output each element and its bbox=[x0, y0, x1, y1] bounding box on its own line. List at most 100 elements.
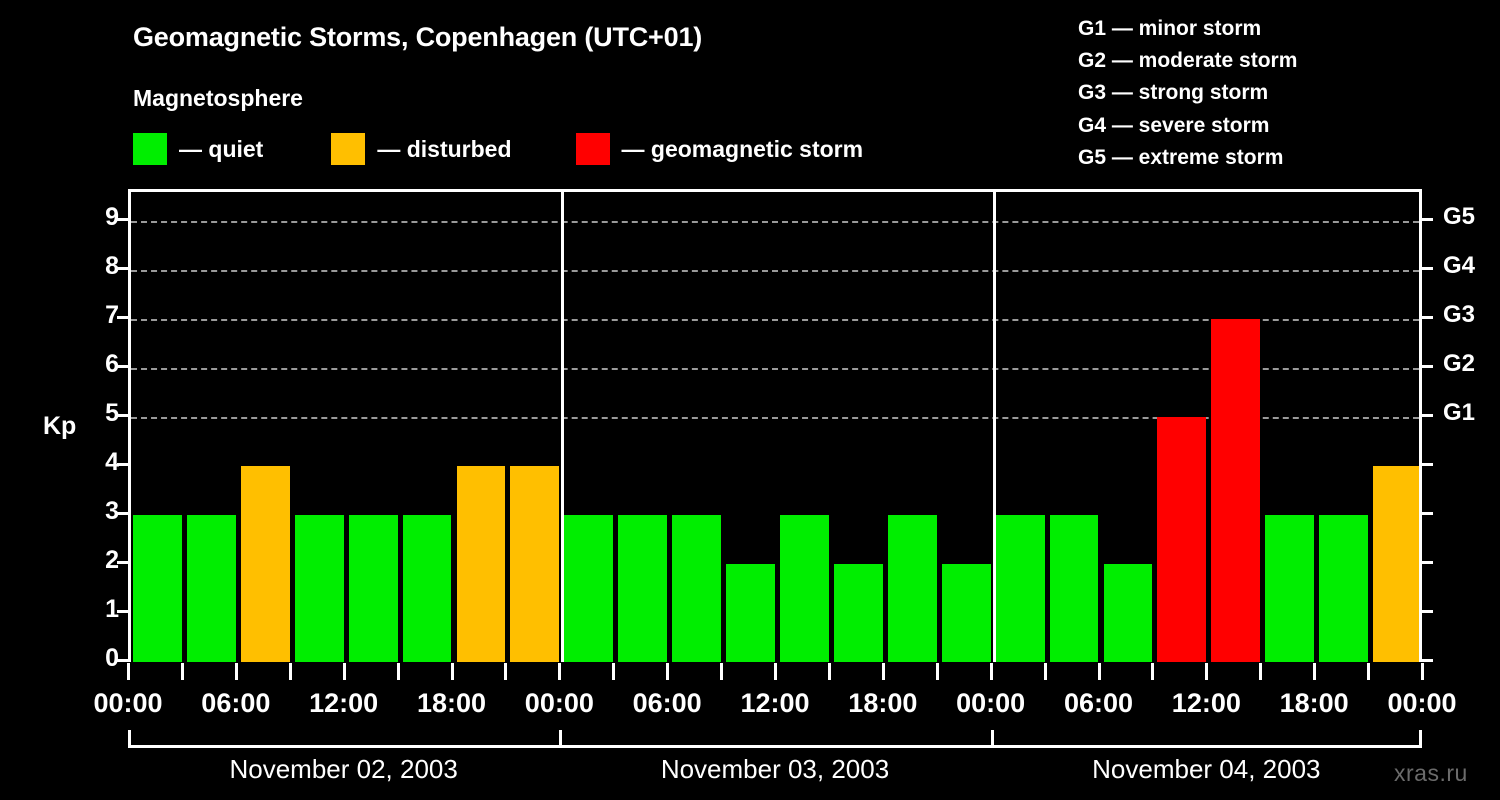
x-tick bbox=[396, 663, 400, 680]
y-tick-left bbox=[117, 414, 128, 418]
gscale-row-g4: G4 — severe storm bbox=[1078, 113, 1270, 137]
gscale-row-g1: G1 — minor storm bbox=[1078, 17, 1262, 40]
bar-kp bbox=[510, 466, 560, 662]
y-tick-left bbox=[117, 218, 128, 222]
g-label-g4: G4 bbox=[1443, 252, 1476, 280]
gscale-row-g2: G2 — moderate storm bbox=[1078, 49, 1298, 73]
bar-kp bbox=[995, 515, 1045, 662]
page-title: Geomagnetic Storms, Copenhagen (UTC+01) bbox=[133, 22, 703, 52]
y-label-kp-3: 3 bbox=[105, 497, 119, 526]
x-label-time: 18:00 bbox=[416, 688, 487, 718]
legend-swatch-storm bbox=[575, 133, 610, 165]
bar-kp bbox=[186, 515, 236, 662]
bar-kp bbox=[887, 515, 937, 662]
x-tick bbox=[1097, 663, 1101, 680]
x-label-time: 12:00 bbox=[309, 688, 379, 718]
date-bracket-tick bbox=[1419, 730, 1422, 748]
legend-swatch-quiet bbox=[133, 133, 167, 165]
watermark: xras.ru bbox=[1394, 760, 1468, 786]
bar-kp bbox=[726, 564, 775, 662]
x-tick bbox=[558, 663, 562, 680]
bar-kp bbox=[133, 515, 182, 662]
x-tick bbox=[450, 663, 454, 680]
x-label-time: 06:00 bbox=[1063, 688, 1134, 718]
y-label-kp-1: 1 bbox=[105, 595, 119, 624]
date-label: November 02, 2003 bbox=[229, 754, 458, 784]
y-tick-left bbox=[117, 365, 128, 369]
y-tick-right bbox=[1422, 365, 1433, 369]
x-tick bbox=[774, 663, 777, 680]
y-tick-right bbox=[1422, 659, 1433, 662]
bar-kp bbox=[672, 515, 722, 662]
gscale-row-g3: G3 — strong storm bbox=[1078, 81, 1269, 105]
gridline-kp-6 bbox=[131, 368, 1419, 371]
bar-kp bbox=[402, 515, 452, 662]
y-tick-right bbox=[1422, 218, 1433, 222]
x-label-time: 00:00 bbox=[524, 688, 594, 718]
legend-item-quiet: — quiet bbox=[133, 133, 263, 165]
y-label-kp-9: 9 bbox=[105, 203, 119, 232]
legend-item-disturbed: — disturbed bbox=[331, 133, 512, 165]
plot-area bbox=[128, 189, 1422, 662]
y-label-kp-0: 0 bbox=[105, 644, 119, 672]
y-tick-right bbox=[1422, 267, 1433, 271]
date-label: November 04, 2003 bbox=[1092, 754, 1321, 784]
x-label-time: 12:00 bbox=[1171, 688, 1241, 718]
y-label-kp-4: 4 bbox=[105, 448, 119, 477]
x-label-time: 18:00 bbox=[1279, 688, 1349, 718]
y-tick-right bbox=[1422, 610, 1433, 614]
legend-label-storm: — geomagnetic storm bbox=[621, 135, 864, 162]
x-tick bbox=[1259, 663, 1263, 680]
x-label-time: 00:00 bbox=[93, 688, 163, 718]
date-bracket-tick bbox=[128, 730, 131, 748]
g-scale-legend: G1 — minor storm G2 — moderate storm G3 — … bbox=[1078, 13, 1478, 174]
x-tick bbox=[881, 663, 885, 680]
x-label-time: 06:00 bbox=[632, 688, 702, 718]
bar-kp bbox=[294, 515, 344, 662]
bar-kp bbox=[941, 564, 991, 662]
bar-kp bbox=[780, 515, 829, 662]
y-label-kp-8: 8 bbox=[105, 252, 119, 281]
bar-kp bbox=[348, 515, 398, 662]
y-tick-right bbox=[1422, 512, 1433, 516]
x-label-time: 00:00 bbox=[956, 688, 1026, 718]
bar-kp bbox=[1211, 319, 1261, 662]
bar-kp bbox=[1049, 515, 1099, 662]
x-tick bbox=[1367, 663, 1371, 680]
gridline-kp-5 bbox=[131, 417, 1419, 420]
g-label-g5: G5 bbox=[1443, 203, 1476, 231]
y-label-kp-6: 6 bbox=[105, 350, 119, 379]
y-tick-right bbox=[1422, 463, 1433, 467]
plot-inner bbox=[131, 192, 1419, 662]
bar-kp bbox=[240, 466, 290, 662]
x-label-time: 12:00 bbox=[740, 688, 810, 718]
bar-kp bbox=[564, 515, 614, 662]
x-tick bbox=[1043, 663, 1047, 680]
date-bracket-tick bbox=[559, 730, 563, 748]
date-label: November 03, 2003 bbox=[660, 754, 890, 784]
legend-label-quiet: — quiet bbox=[179, 135, 264, 162]
gridline-kp-9 bbox=[131, 221, 1419, 224]
x-tick bbox=[1421, 663, 1424, 680]
y-tick-left bbox=[117, 659, 128, 662]
bar-kp bbox=[1103, 564, 1153, 662]
bar-kp bbox=[618, 515, 668, 662]
x-tick bbox=[720, 663, 724, 680]
x-tick bbox=[342, 663, 346, 680]
legend-swatch-disturbed bbox=[331, 133, 366, 165]
g-label-g3: G3 bbox=[1443, 301, 1476, 329]
y-tick-left bbox=[117, 610, 128, 614]
y-tick-right bbox=[1422, 316, 1433, 320]
y-tick-left bbox=[117, 267, 128, 271]
x-tick bbox=[234, 663, 238, 680]
y-tick-left bbox=[117, 316, 128, 320]
y-label-kp-2: 2 bbox=[105, 546, 119, 575]
gridline-kp-8 bbox=[131, 270, 1419, 273]
x-tick bbox=[288, 663, 292, 680]
color-legend: — quiet — disturbed — geomagnetic storm bbox=[133, 132, 863, 166]
y-tick-left bbox=[117, 463, 128, 467]
y-tick-right bbox=[1422, 414, 1433, 418]
x-label-time: 06:00 bbox=[201, 688, 271, 718]
x-tick bbox=[1151, 663, 1155, 680]
